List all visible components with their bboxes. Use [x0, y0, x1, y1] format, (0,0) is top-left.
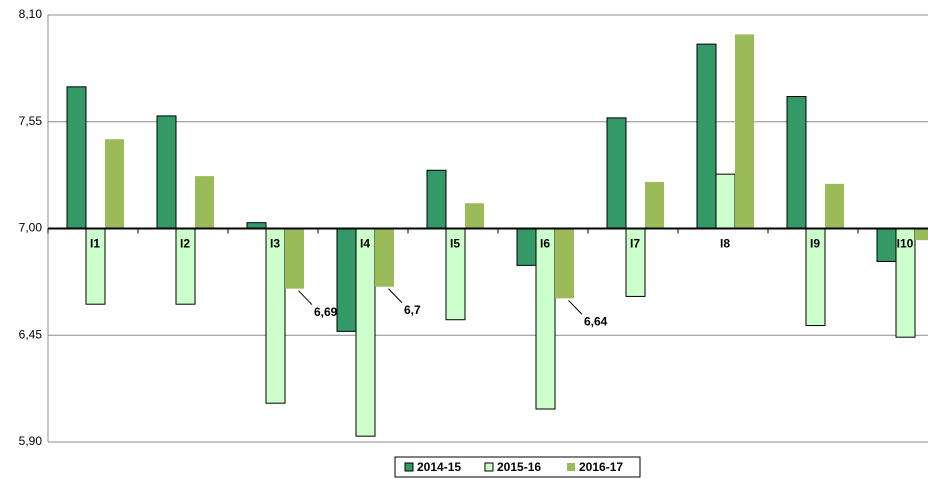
bar	[355, 228, 376, 437]
leader-line	[298, 290, 313, 306]
bar	[375, 228, 394, 287]
bar	[915, 228, 928, 241]
x-tick-label: I7	[630, 237, 640, 251]
y-tick-label: 7,00	[19, 221, 43, 235]
bar	[786, 96, 807, 229]
bar	[156, 115, 177, 229]
y-tick-label: 8,10	[19, 7, 43, 21]
bar	[696, 43, 717, 230]
legend-swatch	[484, 462, 494, 472]
x-tick-label: I9	[810, 237, 820, 251]
x-tick-label: I2	[180, 237, 190, 251]
legend-swatch	[404, 462, 414, 472]
legend-swatch	[567, 463, 575, 471]
bar	[606, 117, 627, 229]
x-tick-label: I4	[360, 237, 370, 251]
data-label: 6,7	[404, 303, 421, 317]
x-tick-label: I8	[720, 237, 730, 251]
bar	[516, 228, 537, 266]
bar	[66, 86, 87, 230]
bar	[876, 228, 897, 262]
bar	[555, 228, 574, 299]
x-tick-label: I6	[540, 237, 550, 251]
x-tick-label: I5	[450, 237, 460, 251]
y-tick-label: 5,90	[19, 434, 43, 448]
x-tick-label: I3	[270, 237, 280, 251]
legend-label: 2015-16	[497, 460, 541, 474]
legend-label: 2016-17	[579, 460, 623, 474]
leader-line	[388, 288, 403, 304]
legend-box	[394, 456, 641, 478]
bar	[336, 228, 357, 332]
bar	[465, 203, 484, 229]
bar	[715, 173, 736, 229]
x-tick-label: I10	[897, 237, 914, 251]
x-tick-label: I1	[90, 237, 100, 251]
bar	[535, 228, 556, 410]
bar	[645, 181, 664, 229]
bar	[195, 176, 214, 229]
bar	[105, 139, 124, 229]
bar	[285, 228, 304, 289]
y-tick-label: 7,55	[19, 114, 43, 128]
data-label: 6,64	[584, 315, 608, 329]
bar	[426, 169, 447, 229]
legend-label: 2014-15	[417, 460, 461, 474]
y-tick-label: 6,45	[19, 327, 43, 341]
data-label: 6,69	[314, 305, 338, 319]
bar	[265, 228, 286, 404]
bar	[735, 34, 754, 229]
leader-line	[568, 300, 583, 315]
bar	[825, 183, 844, 229]
